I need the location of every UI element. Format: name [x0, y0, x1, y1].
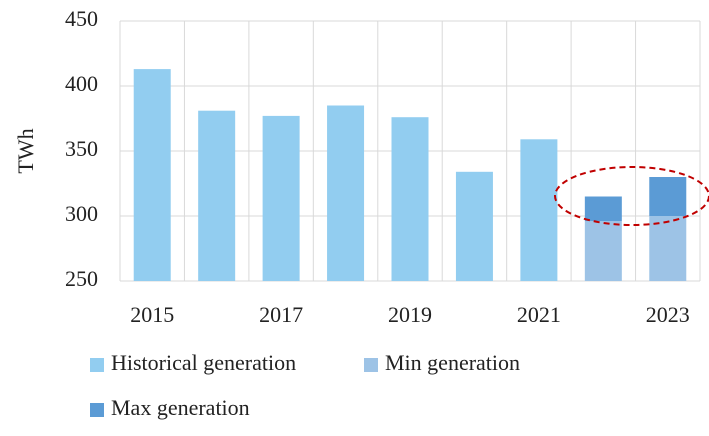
- bar: [455, 171, 493, 281]
- y-tick-label: 350: [65, 136, 98, 161]
- x-tick-label: 2019: [388, 302, 432, 327]
- bar: [391, 117, 429, 281]
- bar: [327, 105, 365, 281]
- y-tick-label: 250: [65, 266, 98, 291]
- y-axis-label: TWh: [13, 128, 38, 173]
- legend-label: Historical generation: [111, 350, 296, 375]
- legend-label: Max generation: [111, 395, 250, 420]
- x-tick-label: 2023: [646, 302, 690, 327]
- y-tick-label: 300: [65, 201, 98, 226]
- legend-swatch: [90, 403, 104, 417]
- x-tick-label: 2021: [517, 302, 561, 327]
- y-tick-label: 400: [65, 71, 98, 96]
- x-tick-label: 2017: [259, 302, 303, 327]
- legend-swatch: [364, 358, 378, 372]
- highlight-ellipse: [554, 166, 709, 226]
- bar: [520, 139, 558, 281]
- bar: [133, 69, 171, 281]
- bar: [649, 216, 687, 281]
- y-tick-label: 450: [65, 6, 98, 31]
- legend-swatch: [90, 358, 104, 372]
- bar: [584, 221, 622, 281]
- bar: [262, 115, 300, 282]
- x-tick-label: 2015: [130, 302, 174, 327]
- bar: [198, 110, 236, 281]
- legend-label: Min generation: [385, 350, 520, 375]
- bar: [584, 196, 622, 222]
- plot-area: 250 300 350 400 450 2015 2017 2019 2021 2023: [65, 6, 701, 417]
- bar: [649, 177, 687, 216]
